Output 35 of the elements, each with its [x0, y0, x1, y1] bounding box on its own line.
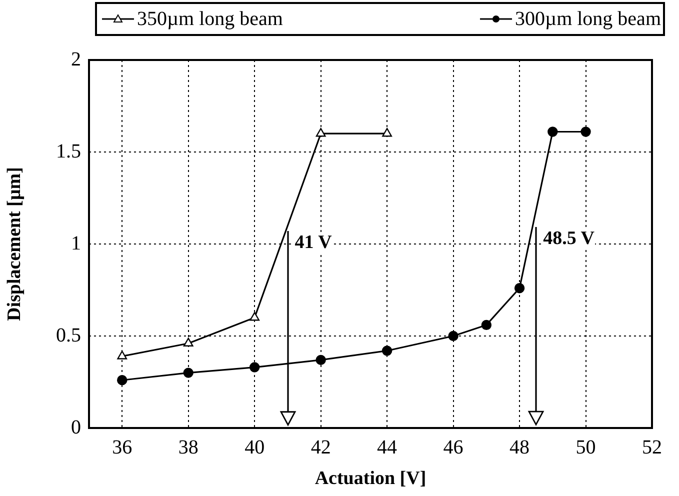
point — [316, 128, 326, 137]
x-axis-title: Actuation [V] — [314, 468, 428, 490]
point — [250, 312, 260, 321]
y-tick-label: 0 — [71, 416, 81, 438]
x-tick-label: 38 — [178, 436, 198, 458]
x-tick-label: 50 — [576, 436, 596, 458]
point — [183, 368, 194, 378]
x-tick-label: 48 — [510, 436, 530, 458]
x-tick-label: 46 — [443, 436, 464, 458]
annotation: 41 V — [294, 232, 333, 254]
y-tick-label: 0.5 — [56, 324, 81, 346]
y-tick-label: 1 — [71, 232, 81, 254]
point — [448, 330, 458, 342]
y-tick-label: 2 — [71, 48, 81, 70]
point — [117, 375, 128, 386]
x-tick-label: 36 — [112, 436, 132, 458]
legend-label: 350µm long beam — [137, 8, 283, 30]
point — [481, 320, 492, 330]
point — [249, 362, 260, 372]
annotation: 48.5 V — [542, 228, 596, 250]
point — [117, 350, 128, 360]
point — [514, 283, 525, 294]
point — [382, 346, 392, 356]
x-tick-label: 40 — [244, 436, 265, 458]
x-tick-label: 44 — [377, 436, 398, 458]
y-axis-title: Displacement [µm] — [4, 167, 26, 321]
x-tick-label: 42 — [310, 436, 331, 458]
y-tick-label: 1.5 — [56, 140, 81, 162]
legend-label: 300µm long beam — [515, 8, 661, 30]
point — [548, 126, 558, 137]
point — [316, 354, 326, 366]
x-tick-label: 52 — [642, 436, 662, 458]
point — [580, 126, 591, 137]
point — [183, 338, 194, 346]
point — [382, 128, 392, 137]
